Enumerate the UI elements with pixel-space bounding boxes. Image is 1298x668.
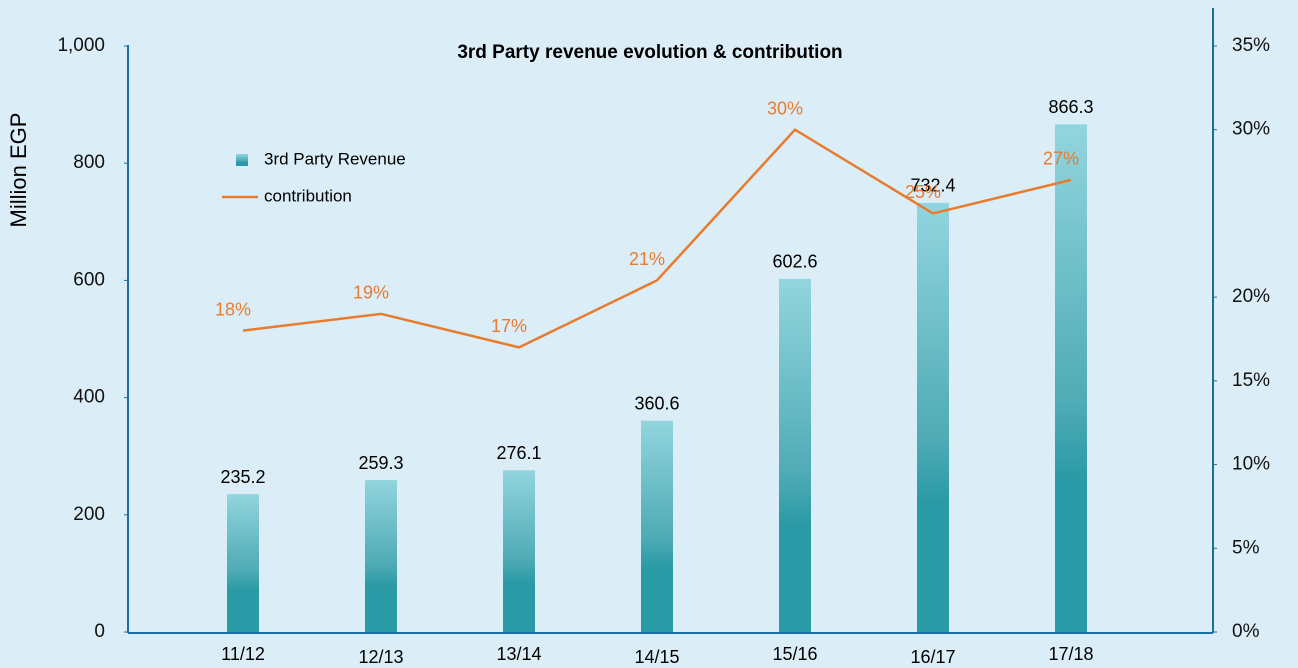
bar-value-label: 235.2 [220, 467, 265, 487]
legend-swatch [236, 154, 248, 166]
x-tick-label: 12/13 [358, 647, 403, 667]
y2-tick-label: 10% [1232, 454, 1270, 475]
y2-tick-label: 5% [1232, 537, 1260, 558]
bar-value-label: 602.6 [772, 252, 817, 272]
bar-value-label: 360.6 [634, 393, 679, 413]
bar [365, 480, 397, 632]
y2-tick-label: 0% [1232, 621, 1260, 642]
y2-tick-label: 35% [1232, 35, 1270, 56]
bar-value-label: 259.3 [358, 453, 403, 473]
line-value-label: 19% [353, 283, 389, 303]
x-tick-label: 11/12 [221, 644, 265, 664]
bar [227, 494, 259, 632]
line-value-label: 18% [215, 299, 251, 319]
legend-label: 3rd Party Revenue [264, 149, 406, 168]
y-tick-label: 200 [73, 504, 105, 525]
y2-tick-label: 15% [1232, 370, 1270, 391]
x-tick-label: 14/15 [634, 647, 679, 667]
line-value-label: 27% [1043, 149, 1079, 169]
y-tick-label: 1,000 [57, 35, 105, 56]
y-tick-label: 0 [94, 621, 105, 642]
line-value-label: 21% [629, 249, 665, 269]
bar-value-label: 732.4 [910, 176, 955, 196]
line-value-label: 25% [905, 182, 941, 202]
x-tick-label: 16/17 [910, 647, 955, 667]
bar-value-label: 866.3 [1048, 97, 1093, 117]
bar [641, 420, 673, 632]
line [242, 128, 1072, 349]
y-tick-label: 800 [73, 152, 105, 173]
x-tick-label: 15/16 [772, 644, 817, 664]
x-tick-label: 13/14 [496, 644, 541, 664]
y-tick-label: 400 [73, 387, 105, 408]
y2-tick-label: 20% [1232, 286, 1270, 307]
bar [1055, 124, 1087, 632]
bar [503, 470, 535, 632]
bar [779, 278, 811, 632]
bar [917, 202, 949, 632]
line-value-label: 30% [767, 98, 803, 118]
y-axis-title: Million EGP [6, 113, 31, 228]
line-value-label: 17% [491, 316, 527, 336]
x-tick-label: 17/18 [1048, 644, 1093, 664]
chart-title: 3rd Party revenue evolution & contributi… [457, 42, 842, 63]
legend-label: contribution [264, 186, 352, 205]
y-tick-label: 600 [73, 269, 105, 290]
bar-value-label: 276.1 [496, 443, 541, 463]
y2-tick-label: 30% [1232, 119, 1270, 140]
